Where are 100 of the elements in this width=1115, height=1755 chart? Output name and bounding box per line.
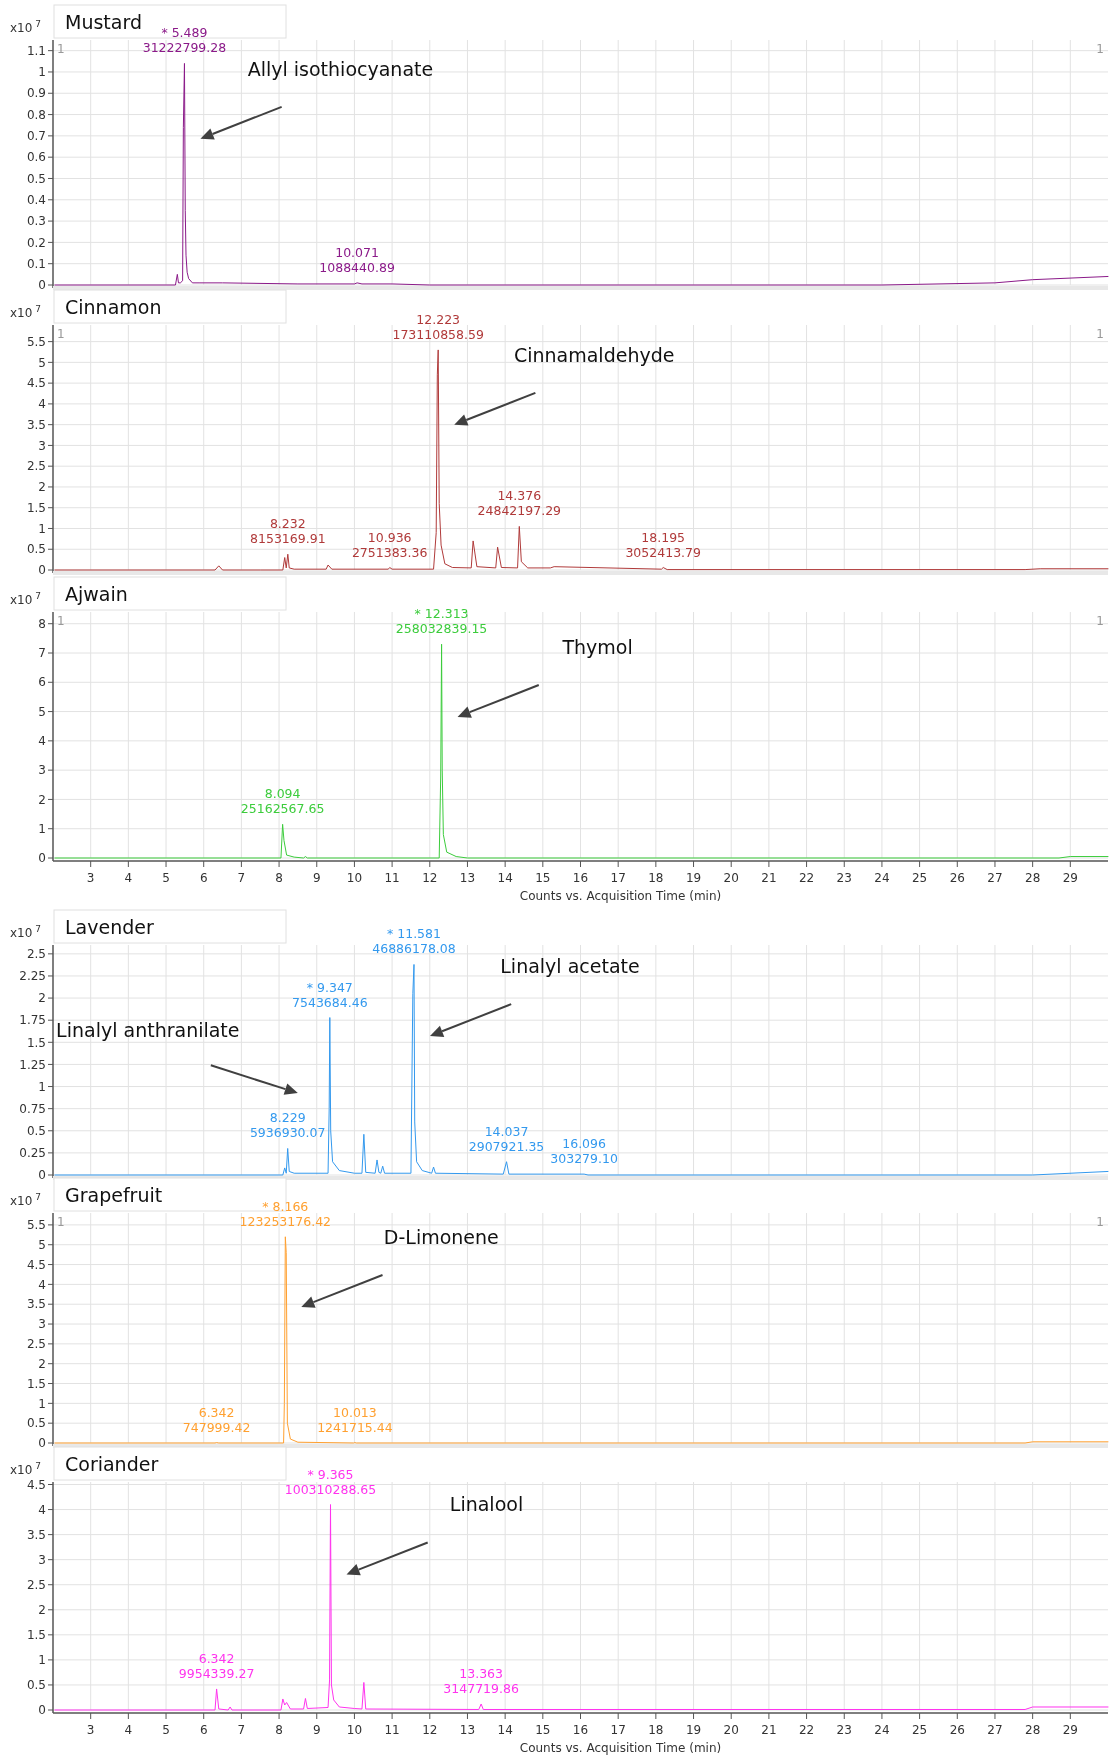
annotation: 10.936 2751383.36: [351, 529, 428, 560]
y-tick-label: 0: [38, 1703, 46, 1718]
y-tick-label: 5.5: [26, 334, 46, 349]
y-tick-label: 0.5: [26, 542, 46, 557]
x-tick-label: 19: [685, 1723, 702, 1737]
annotation: 6.342 9954339.27: [178, 1650, 255, 1681]
y-tick-label: 5: [38, 355, 46, 370]
annotation: 1: [1096, 42, 1104, 56]
x-tick-label: 18: [648, 1723, 664, 1737]
y-tick-label: 0.8: [26, 107, 46, 122]
x-tick-label: 7: [237, 871, 246, 885]
x-tick-label: 21: [761, 1723, 777, 1737]
y-tick-label: 4: [38, 397, 46, 412]
x-tick-label: 26: [949, 871, 965, 885]
x-tick-label: 23: [836, 871, 852, 885]
annotation: D-Limonene: [383, 1225, 499, 1248]
y-tick-label: 0.5: [26, 171, 46, 186]
x-tick-label: 12: [422, 871, 438, 885]
y-tick-label: 3: [38, 1317, 46, 1332]
annotation: * 8.166 123253176.42: [239, 1198, 332, 1229]
y-tick-label: 4.5: [26, 1477, 46, 1492]
annotation: 12.223 173110858.59: [392, 311, 484, 342]
y-axis-title: x10$^{7}$: [10, 1192, 41, 1208]
y-tick-label: 1: [38, 1653, 46, 1668]
y-tick-label: 2.5: [26, 947, 46, 962]
x-axis-title: Counts vs. Acquisition Time (min): [519, 889, 722, 903]
y-tick-label: 0.5: [26, 1678, 46, 1693]
y-axis-title: x10$^{7}$: [10, 1461, 41, 1477]
y-tick-label: 0.7: [26, 129, 46, 144]
annotation: 1: [1096, 1215, 1104, 1229]
chart-title: Lavender: [65, 916, 154, 938]
y-tick-label: 4.5: [26, 1257, 46, 1272]
y-tick-label: 5.5: [26, 1218, 46, 1233]
x-tick-label: 13: [459, 1723, 476, 1737]
y-tick-label: 0.6: [26, 150, 46, 165]
annotation: * 11.581 46886178.08: [372, 926, 456, 957]
x-tick-label: 9: [312, 1723, 321, 1737]
x-tick-label: 26: [949, 1723, 965, 1737]
x-axis-title: Counts vs. Acquisition Time (min): [519, 1741, 722, 1755]
x-tick-label: 6: [199, 871, 208, 885]
y-tick-label: 2.5: [26, 459, 46, 474]
x-tick-label: 18: [648, 871, 664, 885]
annotation: Linalool: [449, 1493, 524, 1516]
y-tick-label: 4: [38, 1502, 46, 1517]
x-tick-label: 20: [723, 871, 739, 885]
y-tick-label: 0.75: [19, 1101, 46, 1116]
annotation: Thymol: [561, 635, 633, 658]
x-tick-label: 6: [199, 1723, 208, 1737]
annotation: 1: [57, 614, 65, 628]
x-tick-label: 5: [162, 871, 170, 885]
annotation: * 12.313 258032839.15: [395, 606, 488, 637]
annotation: 1: [1096, 614, 1104, 628]
x-tick-label: 25: [911, 871, 928, 885]
y-tick-label: 2: [38, 1356, 46, 1371]
x-tick-label: 4: [124, 871, 133, 885]
y-tick-label: 1: [38, 521, 46, 536]
x-tick-label: 11: [384, 871, 400, 885]
x-tick-label: 25: [911, 1723, 928, 1737]
annotation: Cinnamaldehyde: [513, 343, 675, 366]
y-axis-title: x10$^{7}$: [10, 591, 41, 607]
y-axis-title: x10$^{7}$: [10, 304, 41, 320]
x-tick-label: 3: [86, 871, 95, 885]
annotation: Allyl isothiocyanate: [247, 57, 434, 80]
y-tick-label: 0: [38, 851, 46, 866]
y-tick-label: 1.5: [26, 1035, 46, 1050]
y-tick-label: 0.25: [19, 1146, 46, 1161]
line-series: [54, 62, 1109, 286]
x-tick-label: 21: [761, 871, 777, 885]
y-tick-label: 1.25: [19, 1057, 46, 1072]
y-tick-label: 3.5: [26, 1527, 46, 1542]
x-tick-label: 20: [723, 1723, 739, 1737]
annotation: 8.232 8153169.91: [250, 516, 326, 547]
annotation: 10.071 1088440.89: [319, 244, 395, 275]
x-tick-label: 27: [987, 871, 1003, 885]
y-tick-label: 2: [38, 1602, 46, 1617]
y-tick-label: 0.2: [26, 235, 46, 250]
x-tick-label: 23: [836, 1723, 852, 1737]
x-tick-label: 10: [346, 871, 363, 885]
line-series: [54, 349, 1109, 571]
y-tick-label: 3: [38, 763, 46, 778]
x-tick-label: 5: [162, 1723, 170, 1737]
y-tick-label: 0.5: [26, 1416, 46, 1431]
y-tick-label: 4: [38, 734, 46, 749]
annotation: 1: [57, 42, 65, 56]
x-tick-label: 24: [874, 871, 890, 885]
y-tick-label: 1.5: [26, 500, 46, 515]
y-tick-label: 0: [38, 1168, 46, 1183]
y-tick-label: 4: [38, 1277, 46, 1292]
y-tick-label: 3: [38, 438, 46, 453]
x-tick-label: 22: [798, 1723, 815, 1737]
annotation: 16.096 303279.10: [550, 1136, 618, 1167]
y-tick-label: 1: [38, 65, 46, 80]
chart-title: Ajwain: [65, 583, 128, 605]
chart-title: Cinnamon: [65, 296, 162, 318]
x-tick-label: 14: [497, 871, 513, 885]
y-tick-label: 1: [38, 821, 46, 836]
chart-title: Mustard: [65, 11, 142, 33]
annotation: 8.229 5936930.07: [249, 1110, 326, 1141]
y-tick-label: 5: [38, 1237, 46, 1252]
y-tick-label: 5: [38, 704, 46, 719]
